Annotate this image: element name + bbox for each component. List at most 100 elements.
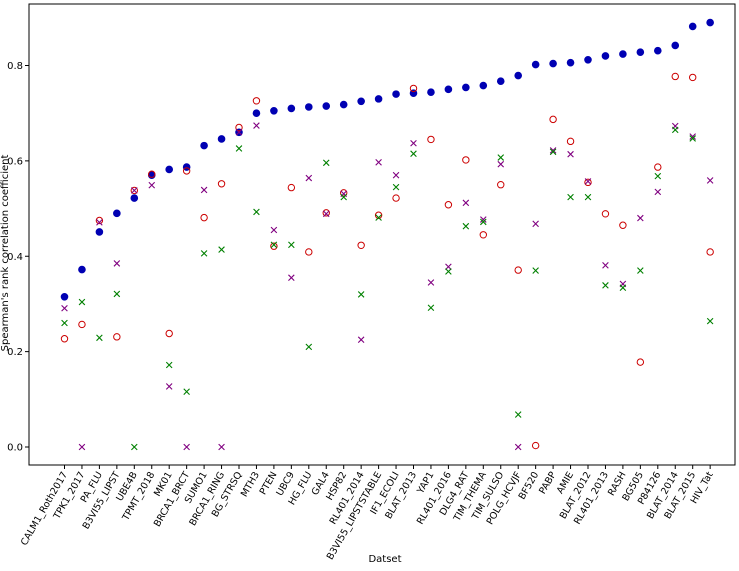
- data-point-green-x: [497, 154, 505, 161]
- data-point-green-x: [113, 290, 121, 298]
- data-point-purple-x: [375, 159, 382, 166]
- data-point-red-hollow-circle: [619, 221, 627, 229]
- data-point-blue-filled-circle: [374, 95, 383, 103]
- data-point-green-x: [671, 126, 679, 134]
- plot-frame: [28, 3, 736, 466]
- data-point-red-hollow-circle: [165, 329, 173, 338]
- data-point-blue-filled-circle: [113, 209, 121, 218]
- data-point-blue-filled-circle: [601, 52, 610, 60]
- y-axis-label: Spearman's rank correlation coefficient: [0, 155, 11, 352]
- data-point-purple-x: [305, 174, 313, 182]
- y-tick-label: 0.6: [7, 156, 23, 167]
- y-tick-label: 0.8: [7, 61, 23, 72]
- data-point-green-x: [514, 411, 522, 418]
- data-point-red-hollow-circle: [444, 201, 453, 209]
- data-point-green-x: [200, 250, 208, 257]
- data-point-red-hollow-circle: [113, 333, 121, 341]
- data-point-green-x: [131, 443, 138, 451]
- data-point-blue-filled-circle: [496, 77, 505, 86]
- y-tick-label: 0.4: [7, 252, 23, 263]
- data-point-red-hollow-circle: [409, 84, 418, 93]
- data-point-red-hollow-circle: [427, 135, 435, 144]
- data-point-green-x: [288, 241, 295, 249]
- data-point-red-hollow-circle: [654, 163, 662, 171]
- data-point-red-hollow-circle: [252, 97, 261, 105]
- data-point-blue-filled-circle: [584, 55, 592, 64]
- data-point-green-x: [637, 267, 644, 274]
- data-point-purple-x: [218, 443, 225, 451]
- data-point-red-hollow-circle: [706, 248, 714, 256]
- data-point-green-x: [549, 148, 557, 156]
- data-point-blue-filled-circle: [252, 109, 261, 117]
- data-point-red-hollow-circle: [462, 156, 470, 164]
- data-point-green-x: [61, 319, 68, 327]
- data-point-blue-filled-circle: [688, 22, 697, 31]
- data-point-green-x: [567, 193, 574, 201]
- data-point-red-hollow-circle: [392, 194, 400, 202]
- data-point-blue-filled-circle: [217, 135, 226, 143]
- data-point-green-x: [602, 282, 609, 289]
- data-point-blue-filled-circle: [270, 107, 278, 115]
- data-point-red-hollow-circle: [601, 210, 610, 218]
- data-point-blue-filled-circle: [78, 265, 86, 274]
- data-point-blue-filled-circle: [95, 228, 104, 236]
- data-point-blue-filled-circle: [165, 165, 174, 174]
- data-point-green-x: [480, 218, 487, 226]
- data-point-purple-x: [567, 150, 574, 158]
- data-point-green-x: [253, 208, 260, 216]
- data-point-green-x: [78, 298, 86, 306]
- data-point-red-hollow-circle: [340, 189, 348, 197]
- data-point-purple-x: [78, 443, 86, 451]
- data-point-blue-filled-circle: [653, 46, 662, 55]
- data-point-green-x: [218, 246, 225, 253]
- data-point-purple-x: [148, 181, 156, 189]
- data-point-purple-x: [96, 219, 103, 226]
- data-point-purple-x: [654, 188, 662, 196]
- data-point-blue-filled-circle: [531, 60, 540, 69]
- data-point-red-hollow-circle: [689, 73, 697, 82]
- data-point-red-hollow-circle: [305, 248, 313, 256]
- data-point-red-hollow-circle: [60, 335, 69, 343]
- data-point-blue-filled-circle: [322, 102, 331, 110]
- data-point-purple-x: [113, 260, 121, 267]
- data-point-red-hollow-circle: [235, 123, 243, 132]
- data-point-green-x: [619, 284, 627, 292]
- data-point-purple-x: [410, 139, 417, 147]
- data-point-red-hollow-circle: [479, 231, 487, 239]
- data-point-blue-filled-circle: [619, 50, 627, 58]
- data-point-red-hollow-circle: [497, 181, 505, 189]
- data-point-green-x: [183, 388, 190, 395]
- data-point-red-hollow-circle: [78, 320, 86, 329]
- data-point-purple-x: [200, 186, 208, 194]
- data-point-purple-x: [497, 160, 505, 168]
- data-point-green-x: [584, 193, 592, 201]
- data-point-purple-x: [392, 171, 400, 179]
- data-point-red-hollow-circle: [636, 358, 645, 366]
- data-point-green-x: [706, 317, 714, 325]
- data-point-red-hollow-circle: [270, 242, 278, 250]
- data-point-purple-x: [183, 443, 190, 451]
- data-point-blue-filled-circle: [182, 163, 191, 171]
- data-point-purple-x: [462, 199, 470, 207]
- data-point-red-hollow-circle: [531, 441, 540, 450]
- data-point-blue-filled-circle: [671, 41, 680, 50]
- data-point-red-hollow-circle: [357, 241, 365, 249]
- data-point-red-hollow-circle: [584, 178, 592, 187]
- data-point-purple-x: [706, 177, 714, 184]
- data-point-purple-x: [288, 274, 295, 281]
- data-point-green-x: [165, 361, 173, 369]
- data-point-purple-x: [584, 178, 592, 185]
- data-point-red-hollow-circle: [322, 209, 330, 217]
- data-point-blue-filled-circle: [566, 58, 575, 67]
- data-point-red-hollow-circle: [217, 180, 226, 188]
- data-point-green-x: [410, 150, 417, 158]
- data-point-blue-filled-circle: [130, 194, 139, 202]
- data-point-green-x: [270, 241, 278, 249]
- data-point-blue-filled-circle: [706, 18, 714, 27]
- y-tick-label: 0.0: [7, 443, 23, 454]
- data-point-green-x: [392, 183, 400, 191]
- data-point-purple-x: [602, 262, 609, 269]
- data-point-purple-x: [131, 187, 138, 194]
